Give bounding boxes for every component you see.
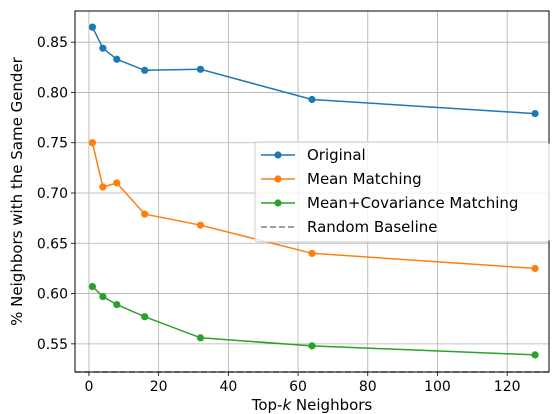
series-1-point xyxy=(196,65,205,73)
legend-swatch-marker xyxy=(274,199,282,207)
x-axis-label: Top-k Neighbors xyxy=(251,396,373,414)
series-3-point xyxy=(196,334,205,342)
legend-swatch-marker xyxy=(274,175,282,183)
legend-label: Random Baseline xyxy=(307,218,437,236)
x-tick-label: 100 xyxy=(424,379,451,395)
y-tick-label: 0.85 xyxy=(37,35,68,51)
series-1-point xyxy=(531,109,539,118)
legend-label: Original xyxy=(307,146,366,164)
x-tick-label: 60 xyxy=(289,379,307,395)
x-tick-label: 40 xyxy=(219,379,237,395)
series-lines xyxy=(88,23,539,359)
series-2-point xyxy=(531,264,539,273)
y-axis-label: % Neighbors with the Same Gender xyxy=(8,56,26,326)
x-tick-label: 20 xyxy=(150,379,168,395)
y-tick-label: 0.60 xyxy=(37,287,68,303)
y-tick-label: 0.80 xyxy=(37,85,68,101)
legend-label: Mean Matching xyxy=(307,170,422,188)
series-2-point xyxy=(141,210,149,218)
x-tick-label: 80 xyxy=(359,379,377,395)
series-2-point xyxy=(196,221,205,229)
legend-swatch-marker xyxy=(274,151,282,159)
legend-label: Mean+Covariance Matching xyxy=(307,194,518,212)
y-tick-label: 0.55 xyxy=(37,337,68,353)
series-3-point xyxy=(308,342,316,350)
series-1-point xyxy=(113,55,121,63)
series-3-point xyxy=(141,313,149,321)
series-2-point xyxy=(88,139,97,147)
y-tick-label: 0.65 xyxy=(37,236,68,252)
y-tick-label: 0.75 xyxy=(37,136,68,152)
series-1-point xyxy=(308,95,316,104)
x-tick-label: 0 xyxy=(84,379,93,395)
series-3-point xyxy=(88,282,97,291)
x-tick-label: 120 xyxy=(494,379,521,395)
legend-box xyxy=(254,141,550,243)
series-1-point xyxy=(99,44,107,52)
series-2-point xyxy=(113,179,121,187)
series-1-point xyxy=(88,23,97,31)
series-3-point xyxy=(113,301,121,309)
series-3-point xyxy=(531,351,539,359)
series-2-point xyxy=(99,183,107,191)
axis-ticks: 0 20 40 60 80 100 120 0.55 0.60 0.65 0.70 0.75 0.80 0… xyxy=(37,35,521,395)
series-3-point xyxy=(99,292,107,301)
legend: Original Mean Matching Mean+Covariance Mat… xyxy=(254,141,550,243)
series-2-point xyxy=(308,249,316,257)
series-1-point xyxy=(141,66,149,74)
y-tick-label: 0.70 xyxy=(37,186,68,202)
